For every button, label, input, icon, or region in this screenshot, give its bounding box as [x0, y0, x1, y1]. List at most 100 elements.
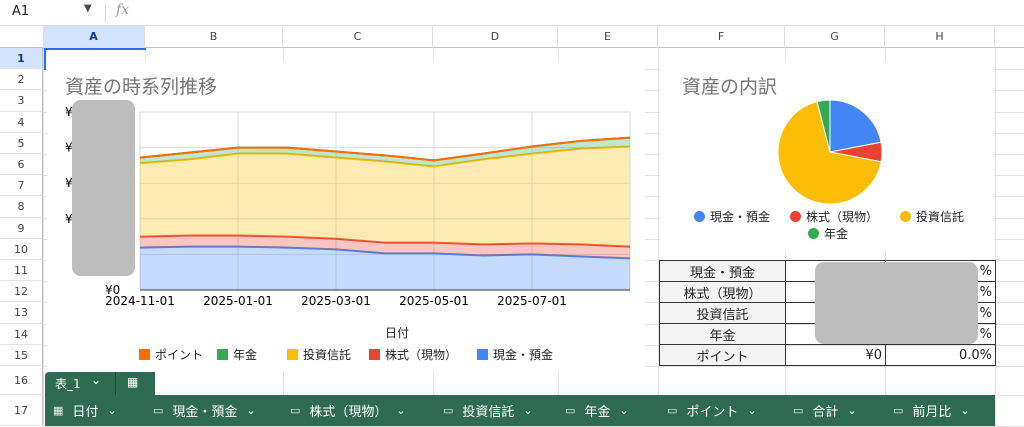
row-header-4[interactable]: 4: [0, 111, 43, 133]
table-column-header[interactable]: ▭ 現金・預金 ⌄: [153, 395, 256, 426]
row-header-10[interactable]: 10: [0, 238, 43, 260]
legend-item[interactable]: 株式（現物）: [369, 346, 457, 363]
table-tab[interactable]: 表_1 ⌄ ▦: [45, 372, 155, 395]
row-header-5[interactable]: 5: [0, 132, 43, 154]
name-box[interactable]: A1: [12, 4, 30, 19]
pie-slice: [777, 101, 882, 205]
row-header-12[interactable]: 12: [0, 281, 43, 303]
pie-chart[interactable]: 資産の内訳 現金・預金 株式（現物） 投資信託 年金: [660, 62, 994, 252]
triangle-down-icon[interactable]: ▼: [84, 3, 92, 14]
row-header-11[interactable]: 11: [0, 260, 43, 282]
table-column-header[interactable]: ▦ 日付 ⌄: [53, 395, 117, 426]
row-header-2[interactable]: 2: [0, 69, 43, 91]
row-header-17[interactable]: 17: [0, 395, 43, 426]
legend-item[interactable]: 年金: [217, 346, 257, 363]
chevron-down-icon[interactable]: ⌄: [619, 404, 629, 417]
row-value[interactable]: ¥0: [785, 344, 886, 366]
legend-label: 年金: [233, 348, 258, 362]
legend-item[interactable]: 現金・預金: [694, 208, 770, 225]
y-tick-label: ¥0: [105, 283, 120, 297]
row-header-9[interactable]: 9: [0, 217, 43, 239]
column-header-H[interactable]: H: [885, 26, 995, 48]
chevron-down-icon[interactable]: ⌄: [91, 373, 102, 387]
y-tick-label: ¥: [65, 141, 73, 155]
chevron-down-icon[interactable]: ⌄: [747, 404, 757, 417]
column-header-A[interactable]: A: [43, 26, 145, 48]
row-label[interactable]: 株式（現物）: [659, 281, 786, 303]
column-header-B[interactable]: B: [145, 26, 283, 48]
row-label[interactable]: ポイント: [659, 344, 786, 366]
x-tick-label: 2025-01-01: [203, 294, 273, 308]
row-header-1[interactable]: 1: [0, 48, 43, 70]
table-column-header[interactable]: ▭ 株式（現物） ⌄: [290, 395, 406, 426]
area-chart[interactable]: 資産の時系列推移 ¥ ¥ ¥ ¥ ¥0 2024-11-01 2025-01-01 2025-…: [47, 62, 645, 372]
x-tick-label: 2024-11-01: [105, 294, 175, 308]
chevron-down-icon[interactable]: ⌄: [107, 404, 117, 417]
row-percent[interactable]: 0.0%: [885, 344, 996, 366]
area-2: [140, 146, 630, 247]
legend-label: 株式（現物）: [385, 348, 458, 362]
chevron-down-icon[interactable]: ⌄: [847, 404, 857, 417]
column-header-C[interactable]: C: [283, 26, 433, 48]
y-tick-label: ¥: [65, 176, 73, 190]
column-header-D[interactable]: D: [433, 26, 558, 48]
chevron-down-icon[interactable]: ⌄: [523, 404, 533, 417]
legend-item[interactable]: 株式（現物）: [790, 208, 878, 225]
money-icon: ▭: [793, 404, 804, 417]
column-label: 前月比: [912, 405, 952, 420]
column-label: 日付: [72, 405, 99, 420]
row-label[interactable]: 現金・預金: [659, 260, 786, 282]
legend-item[interactable]: 現金・預金: [477, 346, 553, 363]
selected-cell-a1[interactable]: [44, 48, 146, 70]
column-label: 現金・預金: [172, 405, 238, 420]
column-header-E[interactable]: E: [558, 26, 658, 48]
column-label: 合計: [812, 405, 839, 420]
line-4: [139, 136, 631, 162]
column-header-G[interactable]: G: [785, 26, 885, 48]
legend-label: 株式（現物）: [806, 210, 879, 224]
legend-swatch: [369, 349, 380, 360]
row-header-3[interactable]: 3: [0, 90, 43, 112]
x-tick-label: 2025-03-01: [301, 294, 371, 308]
table-column-header[interactable]: ▭ 前月比 ⌄: [893, 395, 970, 426]
row-header-16[interactable]: 16: [0, 366, 43, 395]
row-header-7[interactable]: 7: [0, 175, 43, 197]
column-header-F[interactable]: F: [658, 26, 785, 48]
legend-label: ポイント: [155, 348, 204, 362]
table-row: ポイント ¥0 0.0%: [659, 344, 996, 366]
table-column-header[interactable]: ▭ 年金 ⌄: [565, 395, 629, 426]
row-label[interactable]: 年金: [659, 323, 786, 345]
column-label: 株式（現物）: [309, 405, 388, 420]
line-1: [139, 234, 631, 248]
calculator-icon[interactable]: ▦: [127, 375, 139, 389]
table-column-header[interactable]: ▭ 合計 ⌄: [793, 395, 857, 426]
chevron-down-icon[interactable]: ⌄: [246, 404, 256, 417]
row-header-8[interactable]: 8: [0, 196, 43, 218]
legend-label: 現金・預金: [493, 348, 554, 362]
row-header-15[interactable]: 15: [0, 344, 43, 366]
row-label[interactable]: 投資信託: [659, 302, 786, 324]
redacted-y-axis: [72, 100, 135, 276]
legend-item[interactable]: ポイント: [139, 346, 203, 363]
table-column-header[interactable]: ▭ ポイント ⌄: [667, 395, 757, 426]
legend-dot: [900, 211, 911, 222]
formula-bar: A1 ▼ fx: [0, 0, 1024, 26]
row-header-6[interactable]: 6: [0, 154, 43, 176]
money-icon: ▭: [893, 404, 904, 417]
chevron-down-icon[interactable]: ⌄: [960, 404, 970, 417]
table-name[interactable]: 表_1: [55, 377, 81, 391]
row-header-14[interactable]: 14: [0, 323, 43, 345]
row-header-13[interactable]: 13: [0, 302, 43, 324]
table-column-header[interactable]: ▭ 投資信託 ⌄: [443, 395, 533, 426]
legend-swatch: [217, 349, 228, 360]
divider: [105, 4, 106, 22]
column-label: 投資信託: [462, 405, 515, 420]
chevron-down-icon[interactable]: ⌄: [396, 404, 406, 417]
legend-dot: [790, 211, 801, 222]
legend-label: 投資信託: [916, 210, 965, 224]
legend-item[interactable]: 投資信託: [287, 346, 351, 363]
legend-item[interactable]: 投資信託: [900, 208, 964, 225]
column-label: ポイント: [686, 405, 739, 420]
legend-item[interactable]: 年金: [808, 225, 848, 242]
